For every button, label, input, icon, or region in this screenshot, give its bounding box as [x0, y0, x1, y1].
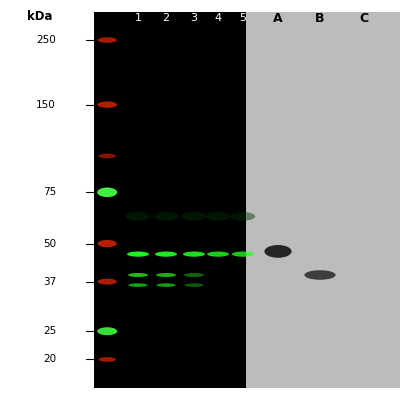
Text: 50: 50 — [43, 238, 56, 248]
Ellipse shape — [184, 283, 204, 287]
Ellipse shape — [232, 252, 254, 257]
Bar — [246, 12, 400, 388]
Ellipse shape — [97, 102, 117, 108]
Ellipse shape — [154, 212, 178, 221]
Text: 5: 5 — [239, 13, 246, 23]
Text: 4: 4 — [214, 13, 222, 23]
Ellipse shape — [128, 283, 148, 287]
Text: kDa: kDa — [27, 10, 53, 22]
Ellipse shape — [98, 357, 116, 362]
Text: 25: 25 — [43, 326, 56, 336]
Ellipse shape — [98, 37, 117, 43]
Ellipse shape — [264, 245, 292, 258]
Ellipse shape — [155, 252, 177, 257]
Ellipse shape — [97, 188, 117, 197]
Text: 250: 250 — [36, 35, 56, 45]
Text: 37: 37 — [43, 277, 56, 287]
Text: 3: 3 — [190, 13, 198, 23]
Ellipse shape — [98, 279, 117, 285]
Ellipse shape — [98, 154, 116, 158]
Ellipse shape — [207, 252, 229, 257]
Ellipse shape — [184, 273, 204, 277]
Ellipse shape — [156, 283, 176, 287]
Text: A: A — [273, 12, 283, 24]
Ellipse shape — [156, 273, 176, 277]
Ellipse shape — [304, 270, 336, 280]
Text: B: B — [315, 12, 325, 24]
Text: C: C — [360, 12, 368, 24]
Ellipse shape — [230, 212, 255, 221]
Text: 75: 75 — [43, 187, 56, 197]
Ellipse shape — [98, 240, 117, 247]
Ellipse shape — [127, 252, 149, 257]
Ellipse shape — [126, 212, 150, 221]
Ellipse shape — [97, 327, 117, 335]
Ellipse shape — [128, 273, 148, 277]
Text: 2: 2 — [162, 13, 170, 23]
Bar — [94, 12, 246, 388]
Text: 150: 150 — [36, 100, 56, 110]
Text: 1: 1 — [134, 13, 142, 23]
Ellipse shape — [182, 212, 206, 221]
Ellipse shape — [183, 252, 205, 257]
Text: 20: 20 — [43, 354, 56, 364]
Ellipse shape — [206, 212, 230, 221]
